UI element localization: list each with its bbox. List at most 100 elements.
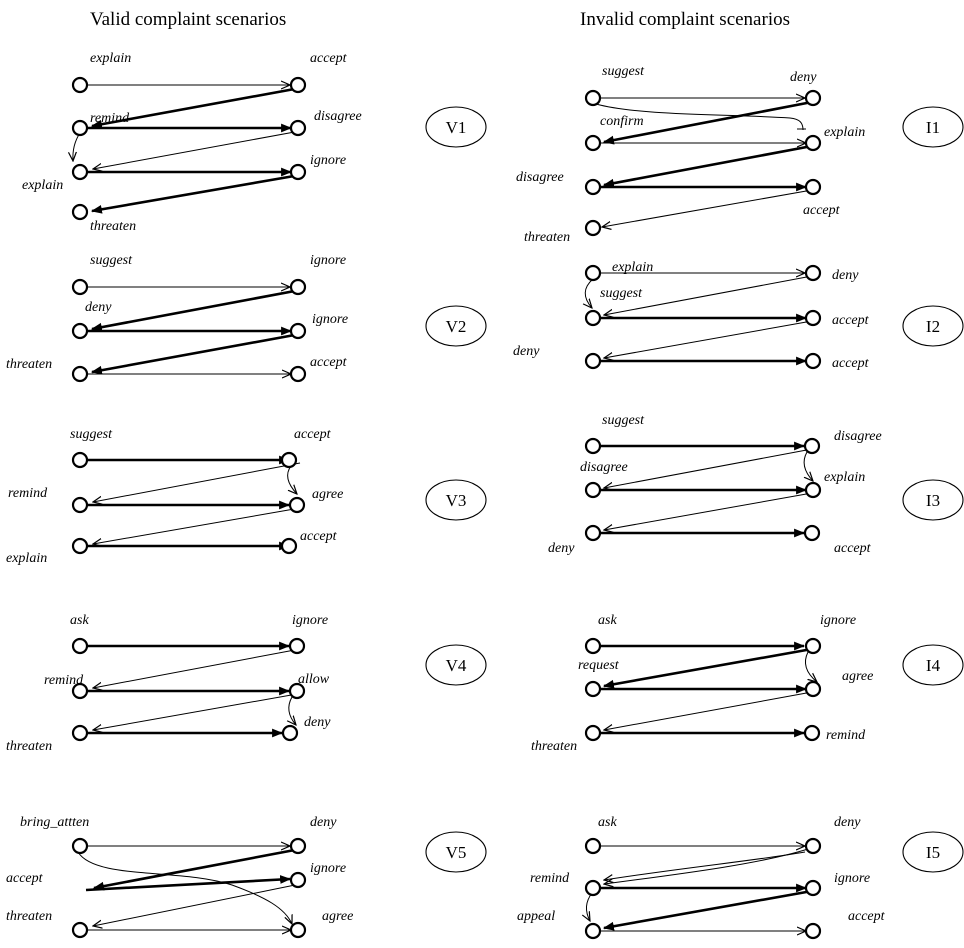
scenario-id: V3 xyxy=(446,491,467,510)
state-node xyxy=(71,724,89,742)
node-label: allow xyxy=(298,672,330,687)
node-label: ignore xyxy=(292,613,328,628)
node-label: agree xyxy=(322,909,353,924)
node-label: suggest xyxy=(602,413,645,428)
node-label: suggest xyxy=(600,286,643,301)
node-label: remind xyxy=(826,728,866,743)
node-label: agree xyxy=(842,669,873,684)
node-label: confirm xyxy=(600,114,644,129)
state-node xyxy=(71,119,89,137)
state-node xyxy=(289,76,307,94)
edge xyxy=(93,462,301,502)
scenario-i5: ask deny remind ignore appeal accept I5 xyxy=(517,815,964,940)
state-node xyxy=(584,178,602,196)
state-node xyxy=(804,264,822,282)
node-label: deny xyxy=(834,815,861,830)
state-node xyxy=(584,481,602,499)
node-label: accept xyxy=(310,51,348,66)
scenario-id: I3 xyxy=(926,491,940,510)
scenario-id: V4 xyxy=(446,656,467,675)
state-node xyxy=(584,89,602,107)
state-node xyxy=(289,837,307,855)
node-label: ignore xyxy=(310,253,346,268)
scenario-v3: suggest accept remind agree explain acce… xyxy=(6,427,487,566)
edge xyxy=(602,647,813,689)
state-node xyxy=(584,352,602,370)
node-label: deny xyxy=(548,541,575,556)
state-node xyxy=(280,537,298,555)
edge xyxy=(604,320,813,358)
state-node xyxy=(289,119,307,137)
scenario-tag xyxy=(425,479,487,521)
state-node xyxy=(289,322,307,340)
node-label: disagree xyxy=(580,460,628,475)
node-label: deny xyxy=(304,715,331,730)
node-label: ignore xyxy=(310,861,346,876)
state-node xyxy=(584,309,602,327)
state-node xyxy=(289,163,307,181)
edge xyxy=(77,851,292,924)
state-node xyxy=(584,134,602,152)
edge xyxy=(602,189,813,227)
state-node xyxy=(584,680,602,698)
edge xyxy=(595,103,804,131)
state-node xyxy=(288,682,306,700)
node-label: explain xyxy=(824,125,865,140)
node-label: disagree xyxy=(314,109,362,124)
state-node xyxy=(804,481,822,499)
state-node xyxy=(803,724,821,742)
node-label: accept xyxy=(294,427,332,442)
node-label: explain xyxy=(90,51,131,66)
edge xyxy=(604,851,806,880)
state-node xyxy=(288,637,306,655)
edge xyxy=(85,875,292,892)
node-label: ignore xyxy=(820,613,856,628)
scenario-tag xyxy=(425,106,487,148)
state-node xyxy=(71,365,89,383)
state-node xyxy=(71,322,89,340)
node-label: threaten xyxy=(6,909,52,924)
node-label: ask xyxy=(598,613,617,628)
node-label: bring_attten xyxy=(20,815,89,830)
node-label: deny xyxy=(790,70,817,85)
node-label: deny xyxy=(310,815,337,830)
node-label: explain xyxy=(22,178,63,193)
state-node xyxy=(71,76,89,94)
edge xyxy=(803,451,813,481)
state-node xyxy=(804,637,822,655)
node-label: suggest xyxy=(602,64,645,79)
node-label: threaten xyxy=(90,219,136,234)
scenario-i4: ask ignore request agree threaten remind… xyxy=(531,613,964,754)
scenario-id: I1 xyxy=(926,118,940,137)
state-node xyxy=(804,837,822,855)
node-label: disagree xyxy=(834,429,882,444)
state-node xyxy=(804,178,822,196)
node-label: accept xyxy=(848,909,886,924)
scenario-tag xyxy=(902,644,964,686)
state-node xyxy=(289,871,307,889)
node-label: accept xyxy=(832,313,870,328)
node-label: threaten xyxy=(531,739,577,754)
edge xyxy=(93,693,298,730)
state-node xyxy=(584,637,602,655)
scenario-id: I4 xyxy=(926,656,941,675)
edge xyxy=(602,100,813,145)
edge xyxy=(73,132,81,161)
state-node xyxy=(71,537,89,555)
state-node xyxy=(288,496,306,514)
scenario-id: V2 xyxy=(446,317,467,336)
state-node xyxy=(71,837,89,855)
state-node xyxy=(289,365,307,383)
node-label: threaten xyxy=(524,230,570,245)
state-node xyxy=(71,163,89,181)
edge xyxy=(604,448,813,488)
edge xyxy=(602,144,813,188)
edge xyxy=(90,86,301,129)
edge xyxy=(604,848,809,884)
state-node xyxy=(584,524,602,542)
state-node xyxy=(289,921,307,939)
state-node xyxy=(804,352,822,370)
state-node xyxy=(804,89,822,107)
edge xyxy=(604,691,813,730)
